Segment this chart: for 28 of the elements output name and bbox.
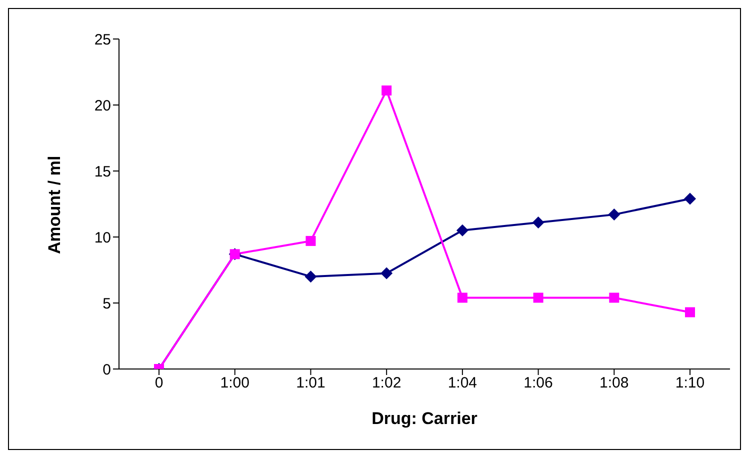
x-tick-label: 1:06 — [524, 374, 553, 392]
point — [304, 270, 317, 283]
y-tick-label: 25 — [94, 31, 111, 48]
x-tick-label: 0 — [154, 374, 164, 392]
point — [532, 216, 544, 228]
y-tick-label: 10 — [94, 229, 111, 246]
x-axis-title: Drug: Carrier — [372, 409, 478, 428]
point — [380, 267, 393, 280]
x-tick-label: 1:02 — [372, 374, 402, 392]
point — [533, 292, 544, 303]
x-tick-label: 1:01 — [296, 374, 326, 392]
y-tick-label: 0 — [102, 361, 111, 378]
x-tick-label: 1:08 — [600, 374, 629, 392]
point — [456, 224, 468, 236]
y-tick-label: 20 — [94, 97, 111, 114]
point — [608, 208, 620, 221]
point — [684, 192, 696, 205]
point — [382, 85, 392, 96]
point — [685, 307, 695, 318]
x-tick-label: 1:04 — [448, 374, 478, 392]
x-tick-label: 1:10 — [675, 374, 705, 392]
y-tick-label: 5 — [102, 295, 111, 312]
y-tick-label: 15 — [94, 163, 111, 180]
y-axis-title: Amount / ml — [45, 156, 64, 254]
point — [609, 292, 620, 303]
x-tick-label: 1:00 — [220, 374, 250, 392]
point — [306, 236, 316, 246]
point — [457, 292, 468, 303]
